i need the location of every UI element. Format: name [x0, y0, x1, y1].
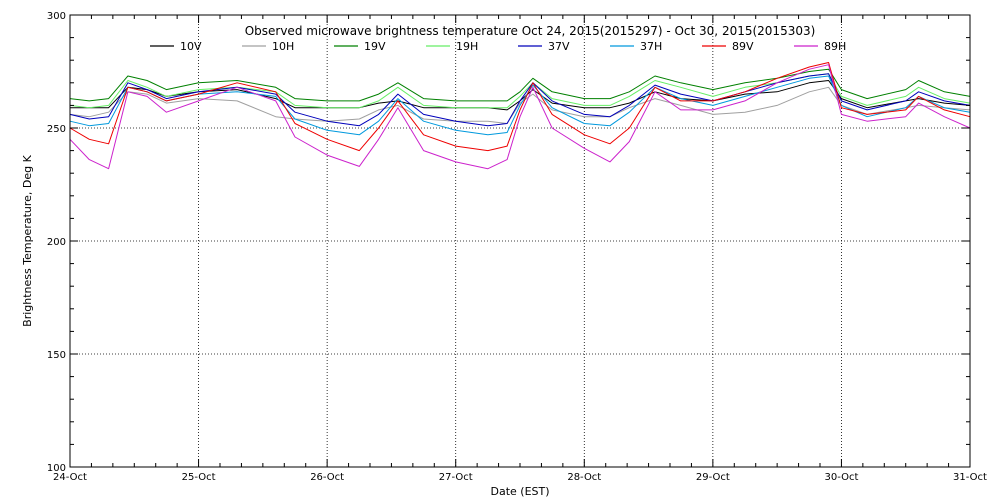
legend-label-19h: 19H	[456, 40, 478, 53]
x-tick-label: 28-Oct	[567, 472, 601, 483]
x-tick-label: 27-Oct	[439, 472, 473, 483]
x-tick-label: 25-Oct	[182, 472, 216, 483]
y-axis-title: Brightness Temperature, Deg K	[21, 154, 34, 326]
series-line-19v	[69, 68, 971, 102]
legend-label-37h: 37H	[640, 40, 662, 53]
x-tick-label: 31-Oct	[953, 472, 987, 483]
series-line-37v	[69, 73, 971, 127]
y-tick-label: 200	[47, 237, 66, 248]
legend: 10V 10H 19V 19H 37V 37H 89V 89H	[150, 40, 846, 53]
y-tick-label: 150	[47, 350, 66, 361]
y-tick-label: 100	[47, 463, 66, 474]
x-tick-label: 24-Oct	[53, 472, 87, 483]
legend-label-89h: 89H	[824, 40, 846, 53]
legend-label-37v: 37V	[548, 40, 570, 53]
x-axis-title: Date (EST)	[490, 485, 549, 498]
x-tick-labels: 24-Oct 25-Oct 26-Oct 27-Oct 28-Oct 29-Oct 30-O…	[53, 472, 987, 483]
y-tick-label: 300	[47, 11, 66, 22]
legend-label-10h: 10H	[272, 40, 294, 53]
axis-ticks	[69, 14, 971, 468]
series-lines	[69, 62, 971, 170]
legend-label-19v: 19V	[364, 40, 386, 53]
x-tick-label: 30-Oct	[824, 472, 858, 483]
x-tick-label: 29-Oct	[696, 472, 730, 483]
legend-label-89v: 89V	[732, 40, 754, 53]
series-line-89h	[69, 64, 971, 170]
grid-lines	[70, 15, 970, 467]
series-line-89v	[69, 62, 971, 152]
y-tick-labels: 100 150 200 250 300	[47, 11, 66, 474]
legend-label-10v: 10V	[180, 40, 202, 53]
chart-title: Observed microwave brightness temperatur…	[245, 24, 816, 38]
y-tick-label: 250	[47, 124, 66, 135]
series-line-10h	[69, 86, 971, 124]
x-tick-label: 26-Oct	[310, 472, 344, 483]
